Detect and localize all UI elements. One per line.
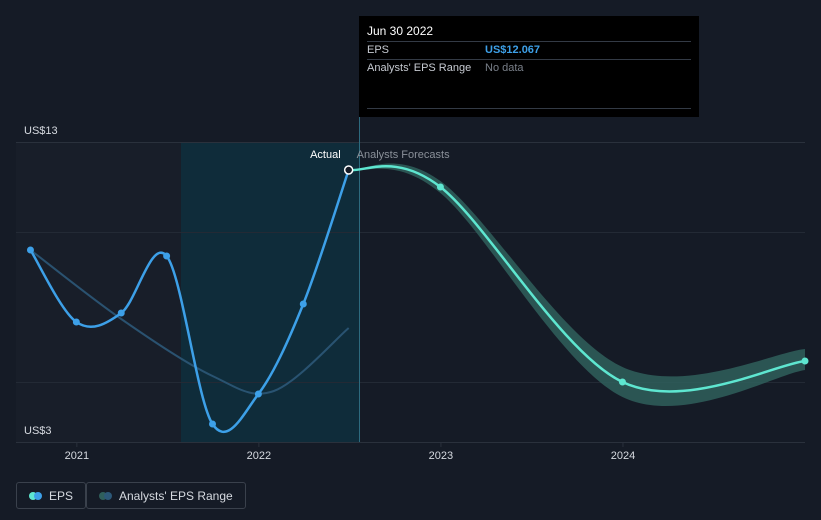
legend-eps-label: EPS [49, 488, 74, 503]
actual-label: Actual [310, 149, 341, 161]
tooltip-date: Jun 30 2022 [367, 16, 691, 42]
tooltip-range-row: Analysts' EPS Range No data [367, 60, 691, 77]
eps-point [117, 309, 125, 317]
forecast-point [801, 357, 809, 365]
eps-legend-icon [29, 491, 43, 500]
eps-current-point [343, 165, 354, 175]
tooltip-divider [367, 108, 691, 109]
eps-tooltip: Jun 30 2022 EPS US$12.067 Analysts' EPS … [359, 16, 699, 117]
tooltip-eps-value: US$12.067 [485, 44, 541, 56]
eps-point [209, 420, 217, 428]
highlight-period-region [181, 142, 359, 442]
y-tick-label: US$3 [24, 425, 52, 437]
eps-point [72, 318, 80, 326]
eps-point [299, 300, 307, 308]
tooltip-eps-row: EPS US$12.067 [367, 42, 691, 60]
x-tick-label: 2023 [429, 450, 453, 462]
x-tick-label: 2022 [247, 450, 271, 462]
tooltip-range-label: Analysts' EPS Range [367, 62, 472, 74]
trend-line [29, 249, 350, 395]
eps-point [163, 252, 171, 260]
y-tick-label: US$13 [24, 125, 58, 137]
legend-range-button[interactable]: Analysts' EPS Range [86, 482, 246, 509]
range-legend-icon [99, 491, 113, 500]
legend-eps-button[interactable]: EPS [16, 482, 87, 509]
forecast-point [618, 378, 626, 386]
forecast-point [436, 183, 444, 191]
legend-range-label: Analysts' EPS Range [119, 488, 233, 503]
eps-point [254, 390, 262, 398]
past-shade-region [16, 142, 181, 442]
forecast-label: Analysts Forecasts [357, 149, 450, 161]
x-tick-label: 2021 [65, 450, 89, 462]
tooltip-range-value: No data [485, 62, 524, 74]
x-tick-label: 2024 [611, 450, 635, 462]
forecast-range-band [348, 163, 805, 407]
eps-point [26, 246, 34, 254]
tooltip-eps-label: EPS [367, 44, 390, 56]
forecast-line [348, 165, 806, 393]
